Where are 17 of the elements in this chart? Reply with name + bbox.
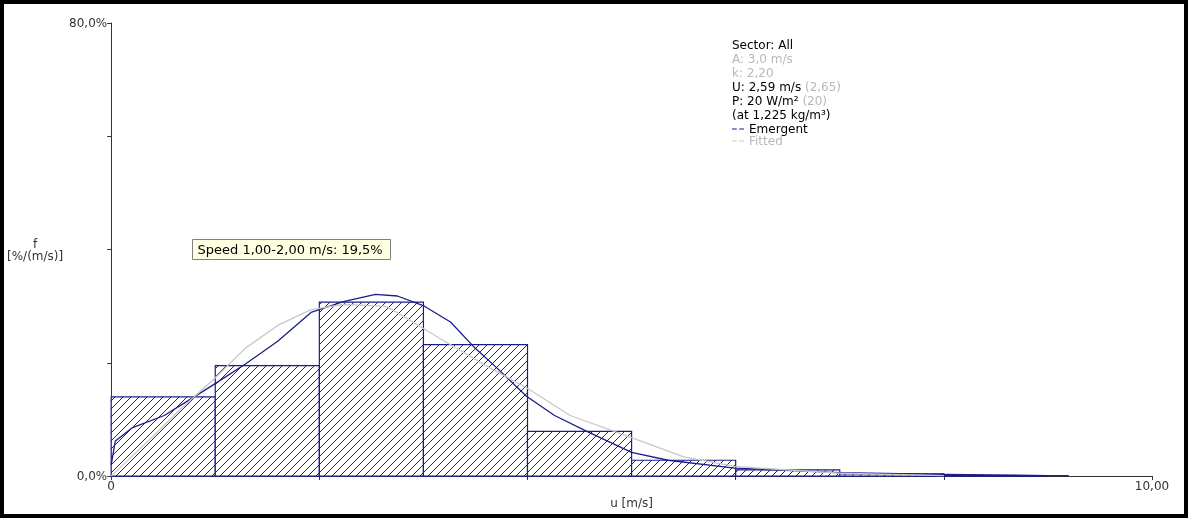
annotation: (at 1,225 kg/m³): [732, 108, 831, 122]
line-series: [110, 293, 1070, 477]
line-series: [110, 303, 945, 477]
x-tick-label: 0: [107, 479, 115, 494]
annotation: Speed 1,00-2,00 m/s: 19,5%: [197, 241, 383, 257]
annotation: P: 20 W/m² (20): [732, 94, 828, 108]
y-tick-label: 0,0%: [76, 469, 108, 484]
annotation: U: 2,59 m/s (2,65): [732, 80, 842, 94]
x-tick-label: 10,00: [1134, 479, 1170, 494]
legend-label: Fitted: [749, 134, 783, 148]
annotation: A: 3,0 m/s: [732, 52, 793, 66]
legend-label: Emergent: [749, 122, 808, 136]
y-axis-title: f [%/(m/s)]: [7, 236, 64, 263]
x-axis-title: u [m/s]: [610, 496, 653, 510]
annotation: Sector: All: [732, 38, 794, 52]
y-tick-label: 80,0%: [69, 16, 108, 30]
annotation: k: 2,20: [732, 66, 774, 80]
